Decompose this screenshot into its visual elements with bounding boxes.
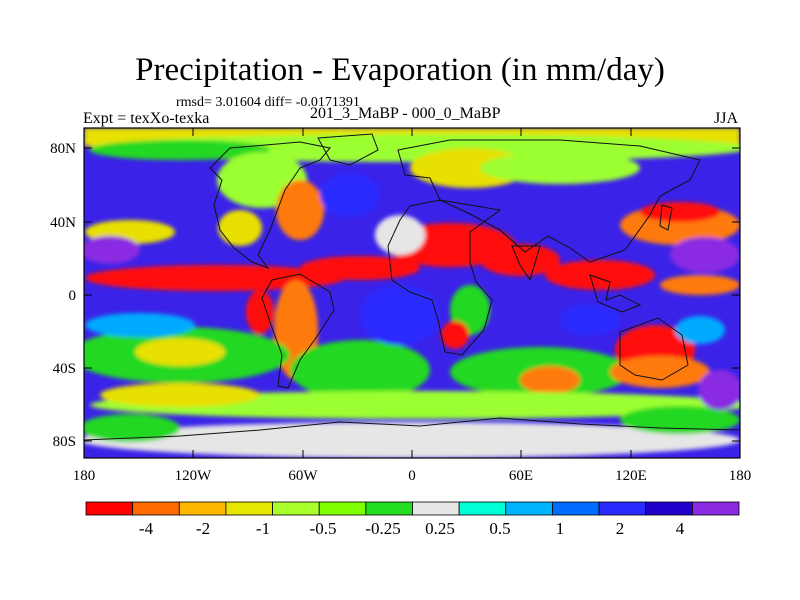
colorbar-segment [85,501,134,516]
latitude-axis: 80N 40N 0 40S 80S [50,141,740,450]
experiment-names: 201_3_MaBP - 000_0_MaBP [310,105,501,122]
field-patch [520,366,580,394]
x-tick-label: 120E [615,468,647,484]
colorbar-label: -0.25 [365,519,400,538]
field-patch [246,290,274,334]
field-patch [660,275,740,295]
colorbar-segment [505,501,553,516]
colorbar-segment [318,501,367,516]
colorbar-label: -0.5 [310,519,337,538]
map-plot-area [84,128,740,458]
colorbar-label: 0.5 [489,519,510,538]
colorbar-label: 4 [676,519,685,538]
colorbar-segment [691,501,740,516]
colorbar-segment [412,501,460,516]
y-tick-label: 80N [50,141,76,157]
pe-field [84,128,740,458]
colorbar-label: 2 [616,519,625,538]
x-tick-label: 120W [175,468,213,484]
field-patch [300,256,420,280]
field-patch [90,140,270,160]
field-patch [480,152,640,184]
x-tick-label: 60W [288,468,318,484]
field-patch [84,414,180,442]
longitude-axis: 180 120W 60W 0 60E 120E 180 [73,128,752,484]
field-patch [218,210,262,246]
field-patch [84,236,140,264]
colorbar-segment [365,501,413,516]
field-patch [560,304,620,336]
colorbar-label: -4 [139,519,154,538]
field-patch [698,370,740,410]
colorbar-segment [645,501,693,516]
season-label: JJA [714,110,739,127]
x-tick-label: 60E [509,468,533,484]
colorbar-segment [178,501,227,516]
y-tick-label: 40N [50,215,76,231]
y-tick-label: 0 [69,288,77,304]
map-title: Precipitation - Evaporation (in mm/day) [135,52,665,88]
x-tick-label: 180 [73,468,96,484]
field-patch [360,285,440,345]
field-patch [640,202,720,222]
colorbar-label: 1 [556,519,565,538]
field-patch [670,237,740,273]
colorbar-segment [132,501,180,516]
colorbar: -4 -2 -1 -0.5 -0.25 0.25 0.5 1 2 4 [85,501,740,538]
colorbar-label: 0.25 [425,519,455,538]
field-patch [320,173,380,217]
coastlines [84,133,740,458]
colorbar-segment [552,501,600,516]
field-patch [375,215,425,255]
y-tick-label: 80S [53,434,76,450]
colorbar-segment [458,501,507,516]
colorbar-segment [272,501,320,516]
experiment-label: Expt = texXo-texka [83,110,210,127]
field-patch [441,321,469,349]
field-patch [100,383,260,407]
field-patch [276,180,324,240]
y-tick-label: 40S [53,361,76,377]
field-patch [480,244,560,276]
field-patch [85,313,195,337]
x-tick-label: 0 [408,468,416,484]
field-patch [675,316,725,344]
field-patch [545,260,655,290]
field-patch [85,265,345,291]
x-tick-label: 180 [729,468,752,484]
colorbar-segment [225,501,273,516]
colorbar-segment [598,501,647,516]
stats-label: rmsd= 3.01604 diff= -0.0171391 [176,95,360,110]
colorbar-label: -2 [196,519,210,538]
field-patch [610,356,710,388]
colorbar-label: -1 [256,519,270,538]
field-patch [135,338,225,366]
field-patch [290,340,430,400]
